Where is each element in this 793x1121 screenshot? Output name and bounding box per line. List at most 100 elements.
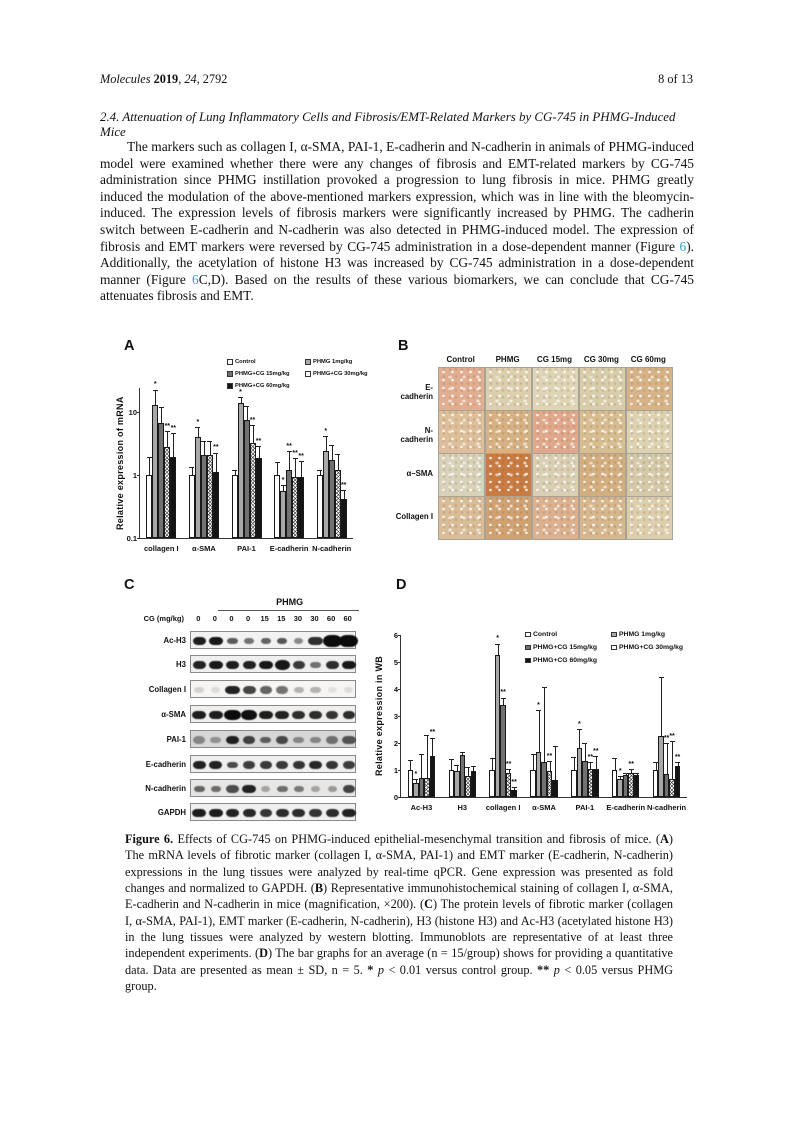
- error-bar-cap: [335, 453, 341, 455]
- bar: [511, 789, 517, 797]
- error-bar-cap: [658, 677, 664, 679]
- bar: [571, 770, 577, 797]
- bar: [249, 443, 256, 538]
- ihc-image-E-cadherin-CG 30mg: [578, 367, 627, 411]
- blot-band: [192, 710, 207, 720]
- blot-band: [327, 786, 337, 792]
- error-bar: [579, 729, 581, 749]
- figure-6-link[interactable]: 6: [191, 271, 199, 287]
- blot-row-label: GAPDH: [157, 807, 186, 817]
- bar: [280, 491, 287, 538]
- ihc-column-header: Control: [446, 355, 475, 364]
- ihc-image-Collagen I-CG 30mg: [578, 496, 627, 540]
- bar: [628, 772, 634, 797]
- blot-band: [242, 661, 256, 669]
- bar: [413, 782, 419, 797]
- blot-band: [209, 660, 223, 670]
- legend-swatch: [525, 657, 531, 664]
- x-category-label: collagen I: [485, 803, 521, 812]
- blot-band: [241, 710, 257, 720]
- legend-label: PHMG+CG 30mg/kg: [619, 644, 684, 651]
- blot-row-label: E-cadherin: [145, 759, 186, 769]
- bar: [298, 477, 305, 538]
- error-bar-cap: [536, 709, 541, 711]
- blot-band: [325, 661, 339, 669]
- error-bar-cap: [448, 758, 454, 760]
- significance-mark: *: [239, 389, 242, 397]
- error-bar: [456, 765, 458, 772]
- bar: [587, 769, 594, 797]
- ihc-image-N-cadherin-PHMG: [484, 410, 533, 454]
- error-bar-cap: [323, 436, 329, 438]
- blot-band: [341, 660, 356, 670]
- bar: [237, 402, 244, 538]
- y-tick-mark: [398, 716, 401, 717]
- blot-band: [226, 736, 239, 744]
- blot-band: [309, 736, 322, 744]
- ihc-image-E-cadherin-CG 15mg: [531, 367, 580, 411]
- legend-label: PHMG 1mg/kg: [619, 631, 666, 638]
- panel-d-label: D: [396, 577, 407, 593]
- bar: [448, 770, 455, 797]
- error-bar-cap: [612, 758, 618, 760]
- error-bar: [415, 780, 417, 783]
- significance-mark: **: [511, 778, 517, 786]
- legend-label: PHMG+CG 60mg/kg: [533, 657, 598, 664]
- y-tick-mark: [398, 743, 401, 744]
- error-bar-cap: [286, 451, 292, 453]
- legend-item: PHMG+CG 60mg/kg: [227, 383, 290, 389]
- legend-label: PHMG+CG 15mg/kg: [533, 644, 598, 651]
- error-bar: [246, 407, 248, 420]
- error-bar: [277, 463, 278, 475]
- legend-item: PHMG+CG 60mg/kg: [525, 657, 597, 664]
- error-bar: [672, 742, 673, 779]
- error-bar-cap: [664, 743, 670, 745]
- blot-band: [192, 808, 207, 818]
- blot-band: [277, 637, 288, 645]
- legend-label: PHMG+CG 15mg/kg: [235, 371, 290, 377]
- blot-band: [310, 786, 321, 792]
- ihc-row-label: α–SMA: [406, 468, 433, 478]
- ihc-column-header: CG 60mg: [630, 355, 666, 364]
- x-category-label: H3: [457, 803, 468, 812]
- error-bar-cap: [189, 466, 195, 468]
- blot-band: [227, 637, 238, 645]
- y-tick-label: 6: [393, 630, 398, 640]
- x-category-label: N-cadherin: [312, 544, 352, 553]
- significance-mark: **: [500, 689, 506, 697]
- error-bar: [209, 441, 211, 455]
- blot-band: [341, 808, 356, 818]
- error-bar: [421, 755, 423, 779]
- error-bar: [636, 773, 638, 775]
- dose-value: 0: [212, 614, 217, 623]
- y-tick-mark: [398, 689, 401, 690]
- error-bar: [167, 432, 169, 447]
- blot-band: [225, 808, 240, 818]
- blot-band: [293, 736, 305, 744]
- bar: [158, 422, 165, 538]
- bar: [188, 475, 195, 538]
- ihc-column-header: CG 30mg: [583, 355, 619, 364]
- bar: [340, 498, 347, 538]
- significance-mark: **: [298, 453, 304, 461]
- blot-row-label: Ac-H3: [163, 635, 186, 645]
- blot-band: [225, 660, 240, 670]
- panel-c-label: C: [124, 577, 135, 593]
- ihc-column-header: CG 15mg: [536, 355, 573, 364]
- blot-band: [241, 784, 257, 794]
- error-bar-cap: [424, 735, 430, 737]
- figure-6-link[interactable]: 6: [679, 238, 687, 254]
- bar: [489, 770, 495, 797]
- legend-item: PHMG+CG 30mg/kg: [611, 644, 683, 651]
- error-bar-cap: [593, 756, 599, 758]
- blot-band: [275, 710, 290, 720]
- bar: [292, 477, 299, 538]
- y-tick-label: 0.1: [126, 533, 137, 543]
- bar: [552, 780, 558, 797]
- significance-mark: **: [669, 733, 675, 741]
- bar: [407, 770, 414, 797]
- legend-item: PHMG+CG 15mg/kg: [525, 644, 597, 651]
- error-bar: [661, 678, 662, 737]
- ihc-image-Collagen I-CG 15mg: [531, 496, 580, 540]
